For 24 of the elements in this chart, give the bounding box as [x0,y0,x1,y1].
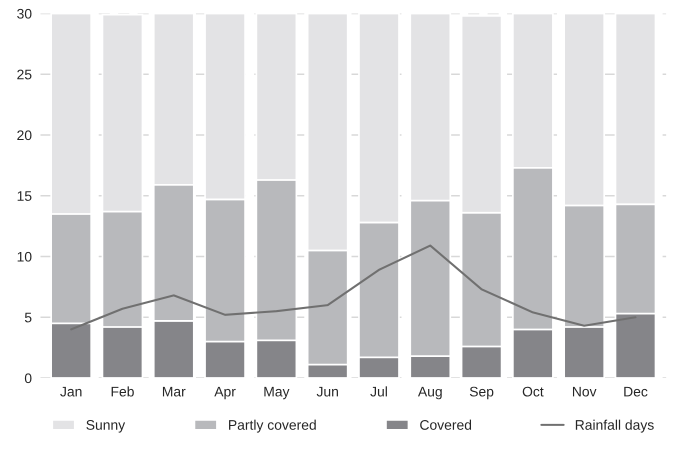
y-tick-label: 30 [17,8,32,19]
x-tick-label: Sep [470,386,494,400]
y-tick-label: 0 [24,373,32,384]
x-tick-label: Nov [572,386,596,397]
x-tick-label: Mar [162,386,186,397]
x-tick-label: Aug [418,386,442,400]
legend-label: Partly covered [229,420,316,433]
legend-label: Covered [420,420,472,430]
x-tick-label: Jul [370,386,387,397]
y-tick-label: 25 [17,70,32,80]
x-tick-label: Apr [214,386,236,400]
y-tick-label: 15 [18,191,32,201]
line-series [70,244,637,330]
legend-label: Rainfall days [576,420,654,433]
y-tick-label: 20 [17,130,32,140]
legend-label: Sunny [86,420,126,433]
x-tick-label: Dec [624,386,648,397]
x-tick-label: May [264,386,290,400]
y-tick-label: 5 [24,312,32,322]
y-tick-label: 10 [18,252,32,262]
x-tick-label: Jan [60,386,82,397]
x-tick-label: Oct [522,386,544,397]
x-tick-label: Jun [316,386,338,397]
x-tick-label: Feb [112,386,134,397]
